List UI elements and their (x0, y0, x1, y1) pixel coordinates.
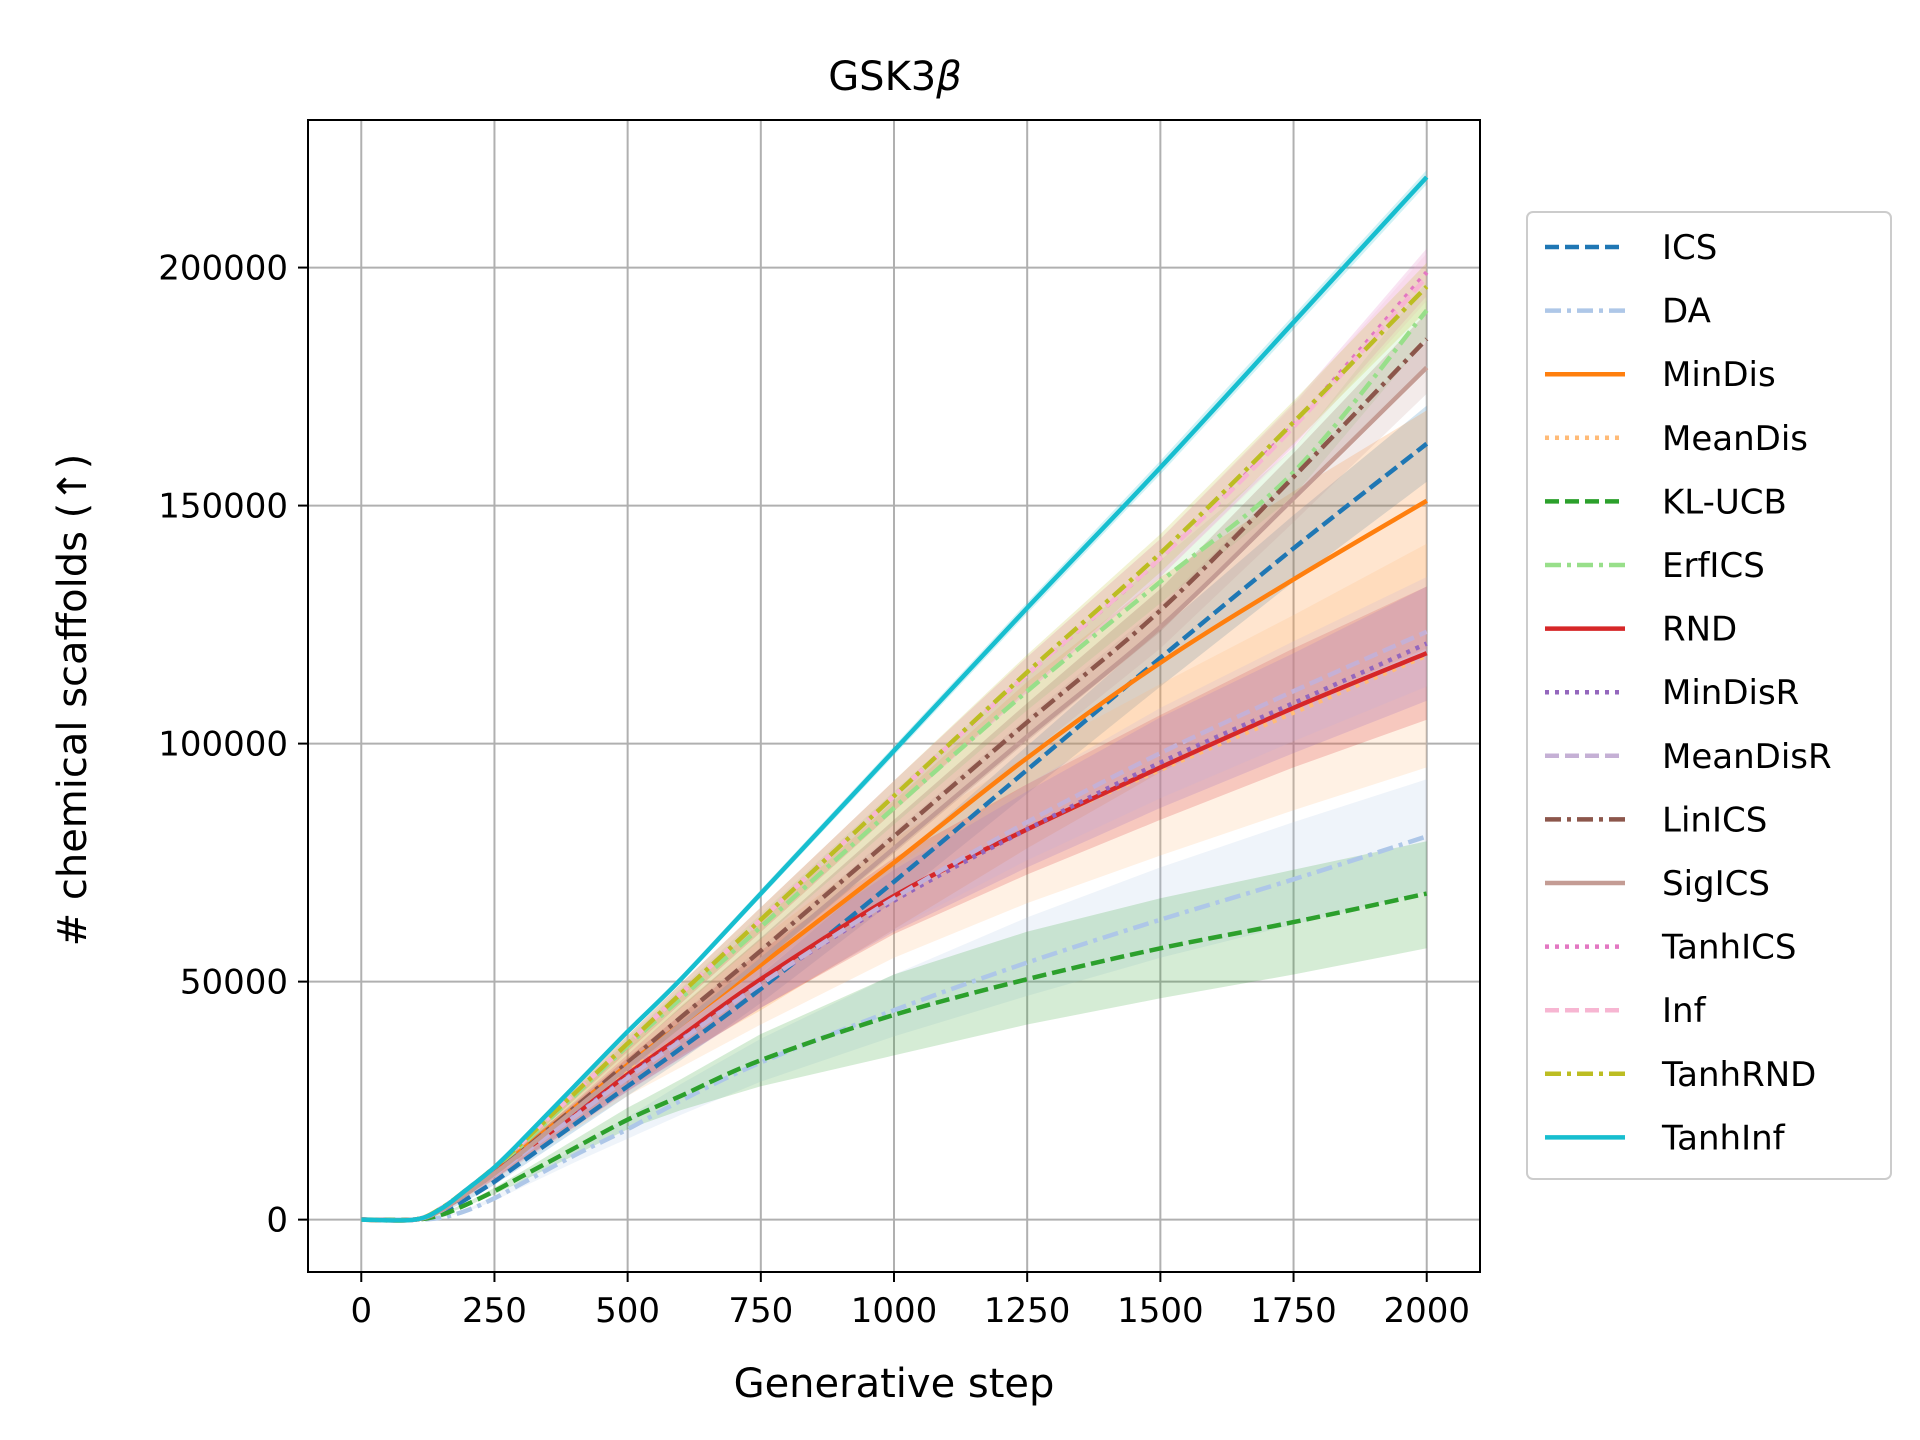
legend-label-rnd: RND (1662, 610, 1737, 650)
legend-label-ics: ICS (1662, 228, 1717, 268)
legend-label-kl-ucb: KL-UCB (1662, 482, 1787, 522)
line-tanhrnd (361, 285, 1429, 1223)
line-kl-ucb (361, 891, 1428, 1223)
line-da (361, 834, 1428, 1223)
legend-label-tanhrnd: TanhRND (1661, 1055, 1816, 1095)
y-tick-label: 150000 (158, 487, 288, 527)
x-tick-label: 1750 (1250, 1291, 1337, 1331)
y-tick-label: 100000 (158, 725, 288, 765)
y-tick-label: 0 (266, 1201, 288, 1241)
legend-label-linics: LinICS (1662, 800, 1767, 840)
band-kl-ucb (361, 841, 1427, 1220)
line-tanhinf (361, 175, 1429, 1223)
legend-label-tanhinf: TanhInf (1661, 1118, 1786, 1158)
x-tick-label: 250 (462, 1291, 527, 1331)
band-mindisr (361, 586, 1427, 1220)
x-tick-label: 1250 (984, 1291, 1071, 1331)
legend-frame (1526, 211, 1892, 1180)
x-tick-label: 2000 (1383, 1291, 1470, 1331)
band-da (361, 779, 1427, 1220)
x-tick-label: 0 (350, 1291, 372, 1331)
x-tick-label: 500 (595, 1291, 660, 1331)
legend-label-sigics: SigICS (1662, 864, 1770, 904)
legend-label-meandis: MeanDis (1662, 419, 1808, 459)
line-inf (361, 275, 1429, 1223)
legend-label-erfics: ErfICS (1662, 546, 1765, 586)
legend-label-meandisr: MeanDisR (1662, 737, 1832, 777)
legend-label-mindisr: MinDisR (1662, 673, 1799, 713)
legend-label-inf: Inf (1662, 991, 1707, 1031)
chart-title: GSK3β (828, 54, 962, 100)
legend-label-tanhics: TanhICS (1661, 928, 1796, 968)
line-linics (361, 337, 1429, 1223)
line-sigics (361, 365, 1429, 1223)
y-tick-label: 200000 (158, 249, 288, 289)
series-lines (361, 175, 1429, 1223)
x-tick-label: 750 (728, 1291, 793, 1331)
line-erfics (361, 308, 1429, 1223)
legend: ICS DA MinDis MeanDis KL-UCB ErfICS RND MinDisR… (1526, 211, 1892, 1180)
y-tick-label: 50000 (180, 963, 288, 1003)
y-axis-label: # chemical scaffolds (↑) (50, 454, 96, 947)
x-tick-label: 1000 (851, 1291, 938, 1331)
x-axis-ticks: 0 250 500 750 1000 1250 1500 1750 2000 (350, 1272, 1470, 1331)
legend-label-mindis: MinDis (1662, 355, 1776, 395)
legend-label-da: DA (1662, 292, 1711, 332)
y-axis-ticks: 0 50000 100000 150000 200000 (158, 249, 308, 1241)
line-ics (361, 441, 1429, 1223)
x-tick-label: 1500 (1117, 1291, 1204, 1331)
x-axis-label: Generative step (734, 1361, 1055, 1407)
